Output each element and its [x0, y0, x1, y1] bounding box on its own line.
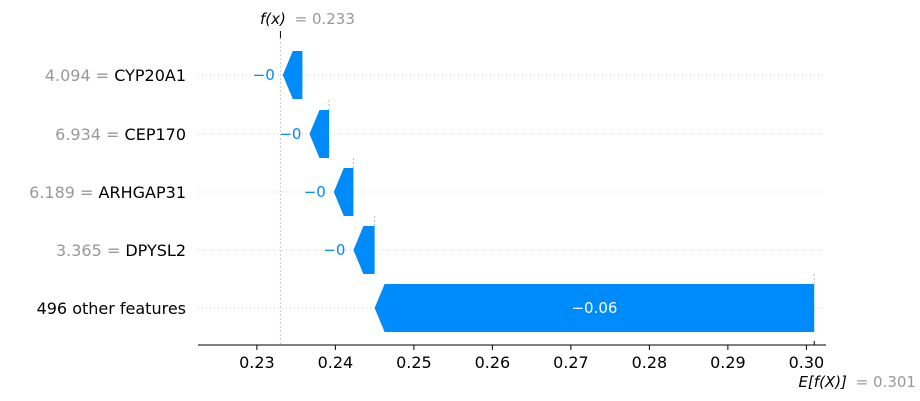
grid-layer	[198, 31, 826, 345]
efx-annotation: E[f(X)] = 0.301	[798, 373, 916, 391]
fx-value: = 0.233	[295, 10, 355, 28]
feature-label: 496 other features	[37, 299, 186, 318]
feature-label: 4.094 = CYP20A1	[45, 66, 186, 85]
x-tick-label: 0.27	[553, 353, 589, 372]
feature-name: ARHGAP31	[99, 183, 186, 202]
bar-layer	[282, 51, 815, 332]
x-tick-label: 0.30	[789, 353, 825, 372]
x-tick-label: 0.23	[239, 353, 275, 372]
efx-value: = 0.301	[856, 373, 916, 391]
feature-value: 6.934 =	[55, 125, 124, 144]
x-tick-label: 0.26	[475, 353, 511, 372]
feature-label: 6.189 = ARHGAP31	[29, 183, 186, 202]
feature-label: 6.934 = CEP170	[55, 125, 186, 144]
x-tick-label: 0.24	[318, 353, 354, 372]
feature-name: CEP170	[125, 125, 186, 144]
contribution-bar	[374, 284, 815, 332]
feature-name: CYP20A1	[114, 66, 186, 85]
feature-name: 496 other features	[37, 299, 186, 318]
x-tick-label: 0.28	[632, 353, 668, 372]
x-tick-label: 0.25	[396, 353, 432, 372]
feature-value: 6.189 =	[29, 183, 98, 202]
contribution-bar	[333, 168, 354, 216]
contribution-bar	[309, 110, 330, 158]
label-layer: −0 4.094 = CYP20A1 −0 6.934 = CEP170 −0 6.189…	[29, 66, 617, 318]
feature-name: DPYSL2	[125, 241, 186, 260]
fx-annotation: f(x) = 0.233	[260, 10, 355, 28]
feature-value: 4.094 =	[45, 66, 114, 85]
contribution-label: −0	[304, 183, 326, 201]
feature-value: 3.365 =	[56, 241, 125, 260]
feature-label: 3.365 = DPYSL2	[56, 241, 186, 260]
x-axis: 0.23 0.24 0.25 0.26 0.27 0.28 0.29 0.30	[198, 341, 826, 372]
contribution-label: −0	[279, 125, 301, 143]
efx-label: E[f(X)]	[798, 373, 847, 391]
fx-label: f(x)	[260, 10, 286, 28]
contribution-bar	[282, 51, 303, 99]
x-tick-label: 0.29	[710, 353, 746, 372]
contribution-bar	[353, 226, 375, 274]
contribution-label: −0	[323, 241, 345, 259]
contribution-label: −0.06	[571, 299, 617, 317]
contribution-label: −0	[253, 66, 275, 84]
